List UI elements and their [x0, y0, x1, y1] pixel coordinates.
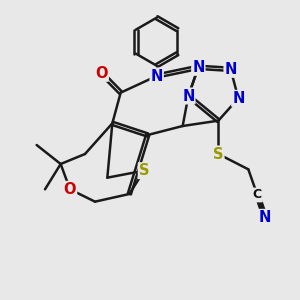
Text: O: O	[64, 182, 76, 197]
Text: N: N	[182, 88, 194, 104]
Text: N: N	[259, 210, 271, 225]
Text: S: S	[213, 146, 224, 161]
Text: N: N	[232, 91, 244, 106]
Text: N: N	[192, 60, 205, 75]
Text: C: C	[253, 188, 262, 202]
Text: N: N	[151, 68, 163, 83]
Text: O: O	[95, 66, 108, 81]
Text: N: N	[224, 62, 237, 77]
Text: S: S	[139, 163, 149, 178]
